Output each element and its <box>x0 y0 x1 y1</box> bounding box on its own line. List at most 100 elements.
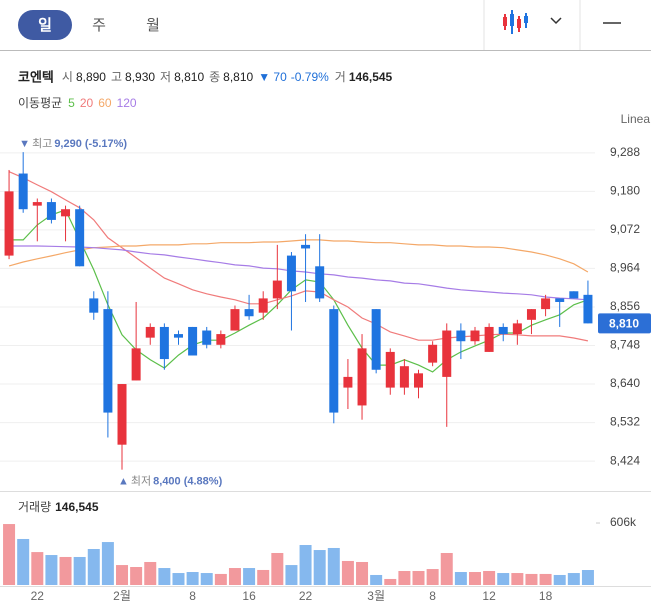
candle-body <box>569 291 579 299</box>
candle-body <box>159 326 169 360</box>
quote-value: -0.79% <box>291 70 329 84</box>
y-tick-label: 8,640 <box>610 376 640 390</box>
volume-bar <box>440 552 453 585</box>
volume-bar <box>341 560 354 585</box>
quote-key: 고 <box>111 70 122 84</box>
candle-body <box>357 348 367 406</box>
candle-body <box>456 330 466 342</box>
x-tick-label: 16 <box>242 589 256 603</box>
annotation-arrow: ▼ <box>19 138 30 150</box>
volume-bar <box>370 574 383 585</box>
volume-bar <box>398 570 411 585</box>
volume-bar <box>130 567 143 585</box>
volume-bar <box>454 572 467 585</box>
ma-legend-title: 이동평균 <box>18 96 62 110</box>
quote-value: ▼ 70 <box>258 70 287 84</box>
volume-bar <box>483 570 496 585</box>
y-tick-label: 9,288 <box>610 145 640 159</box>
ma-line <box>8 171 589 342</box>
volume-bar <box>525 573 538 585</box>
candle-body <box>75 209 85 267</box>
legend-entry: 60 <box>98 96 112 110</box>
y-tick-label: 9,180 <box>610 184 640 198</box>
candle-body <box>484 326 494 352</box>
candle-body <box>61 209 71 217</box>
volume-bar <box>116 565 129 585</box>
quote-value: 8,890 <box>76 70 106 84</box>
candle-body <box>526 309 536 320</box>
volume-bar <box>327 547 340 585</box>
ma-line <box>8 239 589 273</box>
annotation-arrow: ▲ <box>118 476 129 488</box>
candle-body <box>371 309 381 370</box>
x-tick-label: 8 <box>189 589 196 603</box>
candle-body <box>4 191 14 256</box>
candle-body <box>230 309 240 331</box>
candle-body <box>329 309 339 413</box>
candle-body <box>385 351 395 388</box>
stock-name: 코엔텍 <box>18 69 54 84</box>
y-tick-label: 8,964 <box>610 261 640 275</box>
last-price-label: 8,810 <box>609 317 639 331</box>
volume-bar <box>426 569 439 585</box>
candle-body <box>89 298 99 313</box>
candle-body <box>145 326 155 338</box>
candle-body <box>216 334 226 345</box>
volume-bar <box>412 570 425 585</box>
y-tick-label: 8,424 <box>610 453 640 467</box>
volume-bar <box>243 568 256 585</box>
candle-body <box>583 294 593 324</box>
volume-bar <box>87 549 100 585</box>
volume-bar <box>158 568 171 585</box>
volume-bar <box>313 550 326 585</box>
candle-body <box>46 202 56 220</box>
volume-bar <box>17 538 30 585</box>
dropdown-chevron[interactable] <box>550 17 562 25</box>
annotation-label: 최고 <box>32 137 52 150</box>
volume-tick-label: 606k <box>610 515 637 529</box>
candle-body <box>173 334 183 338</box>
chart-type-icon[interactable] <box>503 10 528 34</box>
ma-line <box>9 245 588 301</box>
annotation-text: 9,290 (-5.17%) <box>54 138 127 150</box>
tab-day[interactable]: 일 <box>38 17 52 34</box>
x-tick-label: 2월 <box>113 589 131 603</box>
candle-body <box>428 344 438 363</box>
candle-body <box>555 298 565 302</box>
quote-value: 8,930 <box>125 70 155 84</box>
y-tick-label: 8,856 <box>610 299 640 313</box>
x-tick-label: 22 <box>31 589 45 603</box>
candle-body <box>343 376 353 388</box>
volume-bar <box>228 568 241 585</box>
candle-body <box>442 330 452 377</box>
x-tick-label: 3월 <box>367 589 385 603</box>
volume-bar <box>144 561 157 585</box>
tab-week[interactable]: 주 <box>92 17 106 34</box>
legend-entry: 20 <box>80 96 94 110</box>
volume-bar <box>511 573 524 585</box>
quote-value: 8,810 <box>223 70 253 84</box>
last-price-box <box>598 313 651 334</box>
tab-month[interactable]: 월 <box>146 17 160 34</box>
candle-body <box>414 373 424 388</box>
tab-pill[interactable] <box>18 10 72 40</box>
volume-bar <box>553 574 566 585</box>
candle-body <box>244 309 254 317</box>
candle-body <box>541 298 551 310</box>
volume-bar <box>285 565 298 585</box>
quote-key: 종 <box>209 70 220 84</box>
x-tick-label: 12 <box>482 589 496 603</box>
y-tick-label: 8,532 <box>610 415 640 429</box>
legend-entry: 120 <box>117 96 137 110</box>
candle-body <box>470 330 480 342</box>
annotation: ▼ 최고 9,290 (-5.17%) <box>19 137 127 150</box>
ma-line <box>9 209 589 373</box>
candle-body <box>498 326 508 335</box>
volume-bar <box>200 573 213 585</box>
candle-body <box>301 244 311 249</box>
volume-bar <box>101 542 114 585</box>
volume-bar <box>356 561 369 585</box>
candle-body <box>32 202 42 206</box>
scale-label[interactable]: Linea <box>621 112 651 126</box>
